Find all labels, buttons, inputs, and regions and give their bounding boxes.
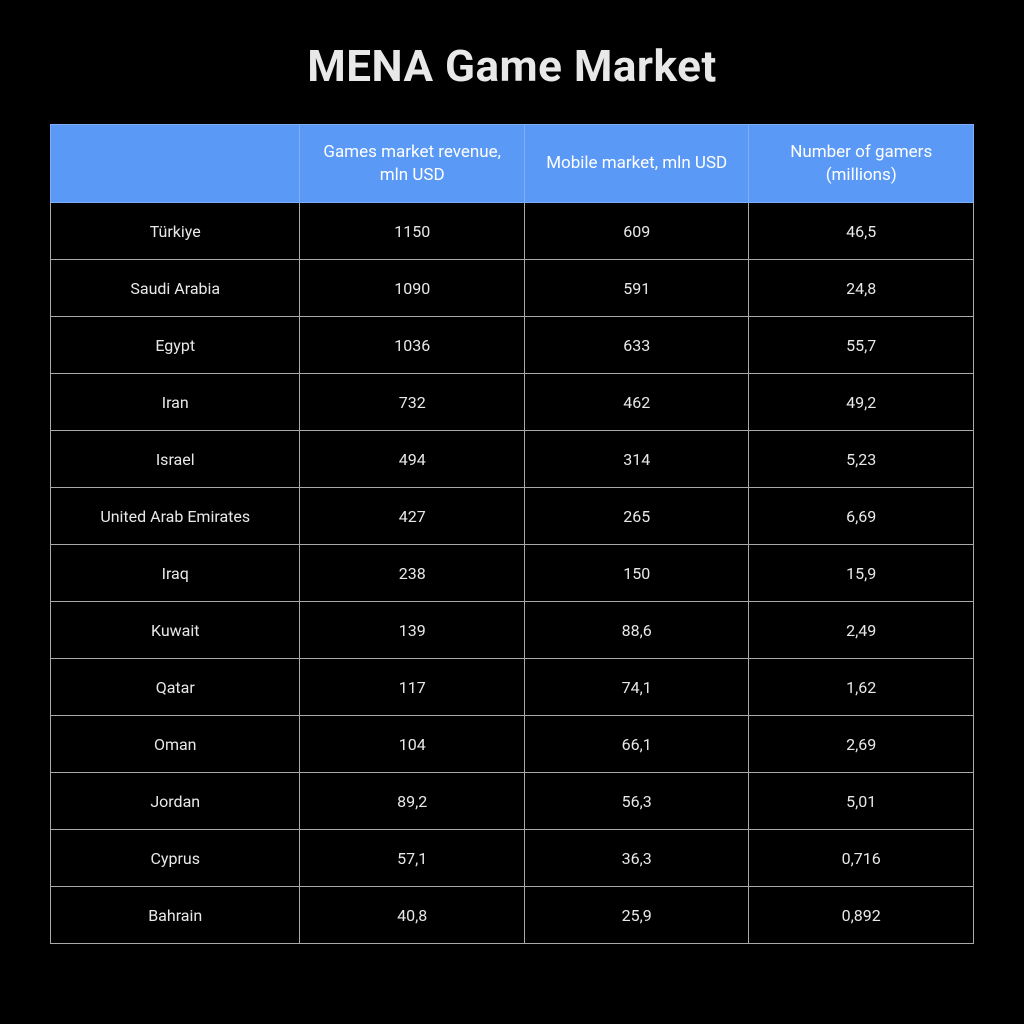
cell-gamers: 5,23: [749, 431, 974, 488]
cell-country: Bahrain: [51, 887, 300, 944]
cell-mobile: 150: [524, 545, 749, 602]
cell-gamers: 0,892: [749, 887, 974, 944]
page-title: MENA Game Market: [50, 40, 974, 92]
cell-mobile: 314: [524, 431, 749, 488]
cell-revenue: 238: [300, 545, 525, 602]
table-row: Kuwait 139 88,6 2,49: [51, 602, 974, 659]
cell-gamers: 5,01: [749, 773, 974, 830]
cell-mobile: 66,1: [524, 716, 749, 773]
cell-revenue: 1150: [300, 203, 525, 260]
cell-country: Jordan: [51, 773, 300, 830]
table-header-gamers: Number of gamers (millions): [749, 125, 974, 203]
cell-country: Kuwait: [51, 602, 300, 659]
table-row: Iran 732 462 49,2: [51, 374, 974, 431]
cell-mobile: 591: [524, 260, 749, 317]
cell-gamers: 1,62: [749, 659, 974, 716]
cell-mobile: 265: [524, 488, 749, 545]
table-header-blank: [51, 125, 300, 203]
cell-revenue: 494: [300, 431, 525, 488]
table-row: Egypt 1036 633 55,7: [51, 317, 974, 374]
cell-mobile: 56,3: [524, 773, 749, 830]
cell-gamers: 6,69: [749, 488, 974, 545]
cell-revenue: 732: [300, 374, 525, 431]
cell-gamers: 2,49: [749, 602, 974, 659]
cell-country: Oman: [51, 716, 300, 773]
cell-country: Qatar: [51, 659, 300, 716]
cell-mobile: 25,9: [524, 887, 749, 944]
table-row: United Arab Emirates 427 265 6,69: [51, 488, 974, 545]
cell-mobile: 609: [524, 203, 749, 260]
cell-mobile: 36,3: [524, 830, 749, 887]
table-row: Israel 494 314 5,23: [51, 431, 974, 488]
mena-market-table: Games market revenue, mln USD Mobile mar…: [50, 124, 974, 944]
table-row: Oman 104 66,1 2,69: [51, 716, 974, 773]
cell-gamers: 49,2: [749, 374, 974, 431]
cell-country: United Arab Emirates: [51, 488, 300, 545]
table-row: Iraq 238 150 15,9: [51, 545, 974, 602]
cell-gamers: 55,7: [749, 317, 974, 374]
cell-country: Iran: [51, 374, 300, 431]
cell-revenue: 1090: [300, 260, 525, 317]
cell-country: Israel: [51, 431, 300, 488]
table-header-mobile: Mobile market, mln USD: [524, 125, 749, 203]
table-row: Bahrain 40,8 25,9 0,892: [51, 887, 974, 944]
table-header-revenue: Games market revenue, mln USD: [300, 125, 525, 203]
cell-revenue: 104: [300, 716, 525, 773]
cell-revenue: 89,2: [300, 773, 525, 830]
cell-revenue: 1036: [300, 317, 525, 374]
cell-revenue: 40,8: [300, 887, 525, 944]
table-header-row: Games market revenue, mln USD Mobile mar…: [51, 125, 974, 203]
cell-country: Türkiye: [51, 203, 300, 260]
cell-revenue: 117: [300, 659, 525, 716]
cell-gamers: 0,716: [749, 830, 974, 887]
cell-country: Egypt: [51, 317, 300, 374]
cell-revenue: 427: [300, 488, 525, 545]
cell-gamers: 15,9: [749, 545, 974, 602]
table-body: Türkiye 1150 609 46,5 Saudi Arabia 1090 …: [51, 203, 974, 944]
cell-country: Iraq: [51, 545, 300, 602]
cell-mobile: 462: [524, 374, 749, 431]
table-row: Jordan 89,2 56,3 5,01: [51, 773, 974, 830]
table-row: Türkiye 1150 609 46,5: [51, 203, 974, 260]
cell-country: Cyprus: [51, 830, 300, 887]
table-row: Qatar 117 74,1 1,62: [51, 659, 974, 716]
cell-mobile: 88,6: [524, 602, 749, 659]
cell-country: Saudi Arabia: [51, 260, 300, 317]
cell-mobile: 74,1: [524, 659, 749, 716]
cell-gamers: 24,8: [749, 260, 974, 317]
cell-revenue: 139: [300, 602, 525, 659]
page-root: MENA Game Market Games market revenue, m…: [0, 0, 1024, 1024]
cell-gamers: 46,5: [749, 203, 974, 260]
table-row: Cyprus 57,1 36,3 0,716: [51, 830, 974, 887]
cell-gamers: 2,69: [749, 716, 974, 773]
cell-revenue: 57,1: [300, 830, 525, 887]
cell-mobile: 633: [524, 317, 749, 374]
table-row: Saudi Arabia 1090 591 24,8: [51, 260, 974, 317]
